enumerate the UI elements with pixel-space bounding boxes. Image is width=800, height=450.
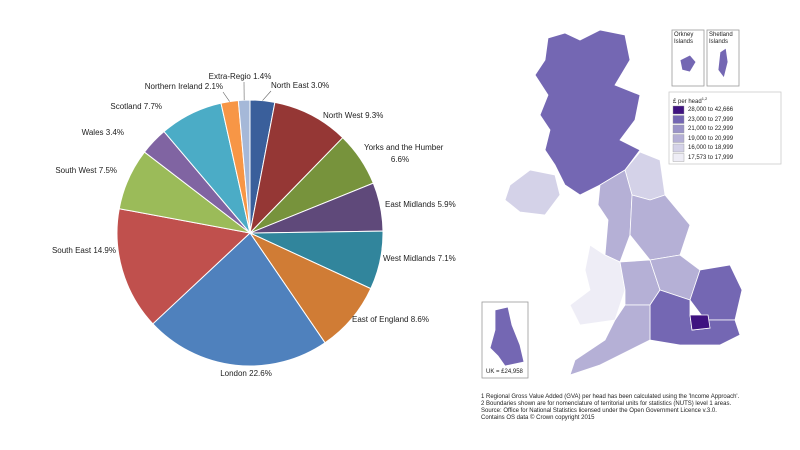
pie-label-category: North West [323, 111, 364, 120]
note: 1 Regional Gross Value Added (GVA) per h… [481, 394, 740, 400]
pie-label: Northern Ireland 2.1% [145, 82, 223, 91]
pie: North East 3.0% North West 9.3% Yorks and … [52, 72, 456, 378]
pie-label-category: South West [55, 166, 97, 175]
pie-label-value: 7.7% [144, 102, 162, 111]
pie-label-category: London [220, 369, 247, 378]
leader-line [222, 91, 230, 102]
legend-swatch [672, 115, 685, 124]
legend-title: £ per head1,2 [673, 95, 707, 106]
region-north-west [597, 169, 633, 263]
note: Source: Office for National Statistics l… [481, 408, 717, 414]
uk-inset-shape [489, 306, 525, 367]
pie-label: East of England 8.6% [352, 315, 429, 324]
legend-swatch [672, 143, 685, 153]
leader-line [262, 90, 272, 101]
pie-label: West Midlands 7.1% [383, 254, 456, 263]
legend-swatch [672, 153, 685, 162]
pie-label: North East 3.0% [271, 81, 329, 90]
pie-slice [116, 208, 252, 325]
pie-label-category: Yorks and the Humber [364, 143, 444, 152]
pie-label-value: 9.3% [365, 111, 383, 120]
region-northern-ireland [504, 169, 561, 216]
pie-label: Wales 3.4% [82, 128, 124, 137]
pie-label-value: 8.6% [411, 315, 429, 324]
pie-label-value: 6.6% [391, 155, 409, 164]
region-london [689, 314, 711, 331]
legend-box [668, 91, 782, 165]
region-yorkshire [629, 194, 691, 261]
legend-title-sup: 1,2 [701, 96, 708, 101]
pie-label-value: 14.9% [93, 246, 116, 255]
pie-label-category: North East [271, 81, 310, 90]
legend-label: 19,000 to 20,999 [688, 135, 734, 142]
legend-label: 23,000 to 27,999 [688, 116, 734, 123]
map [481, 29, 782, 379]
note: Contains OS data © Crown copyright 2015 [481, 415, 595, 421]
pie-label-category: East of England [352, 315, 408, 324]
pie-label-category: West Midlands [383, 254, 435, 263]
legend-swatch [672, 124, 685, 134]
region-south-west [569, 304, 651, 376]
notes: 1 Regional Gross Value Added (GVA) per h… [481, 394, 739, 422]
legend-label: 16,000 to 18,999 [688, 145, 734, 151]
pie-label-category: South East [52, 246, 92, 255]
pie-label-value: 7.1% [438, 254, 456, 263]
legend-swatch [672, 134, 685, 143]
pie-label-category: Scotland [110, 102, 141, 111]
pie-label: Yorks and the Humber 6.6% [364, 143, 444, 164]
legend-label: 21,000 to 22,999 [688, 126, 734, 132]
pie-label-value: 2.1% [205, 82, 223, 91]
inset-box [671, 29, 705, 87]
uk-annotation: UK = £24,958 [486, 369, 523, 375]
shetland-shape [717, 47, 729, 79]
legend-title-text: £ per head [673, 99, 702, 105]
pie-label-value: 5.9% [437, 200, 455, 209]
inset-title: Orkney Islands [674, 32, 694, 45]
pie-slice [249, 101, 344, 235]
pie-slice [152, 232, 326, 367]
pie-label-value: 7.5% [99, 166, 117, 175]
pie-label-value: 22.6% [249, 369, 272, 378]
note: 2 Boundaries shown are for nomenclature … [481, 401, 732, 407]
pie-label: Scotland 7.7% [110, 102, 162, 111]
region-wales [569, 244, 626, 326]
legend-swatch [672, 105, 685, 115]
pie-label: East Midlands 5.9% [385, 200, 456, 209]
pie-label-category: Extra-Regio [209, 72, 252, 81]
legend-label: 28,000 to 42,666 [688, 107, 734, 113]
legend-label: 17,573 to 17,999 [688, 154, 734, 161]
pie-label: South West 7.5% [55, 166, 117, 175]
inset-box [706, 29, 740, 87]
pie-label: London 22.6% [220, 369, 272, 378]
pie-label: North West 9.3% [323, 111, 383, 120]
pie-label-value: 3.4% [106, 128, 124, 137]
pie-label-value: 1.4% [253, 72, 271, 81]
pie-label-category: East Midlands [385, 200, 435, 209]
pie-label-category: Northern Ireland [145, 82, 203, 91]
pie-label: South East 14.9% [52, 246, 116, 255]
pie-label-value: 3.0% [311, 81, 329, 90]
inset-title: Shetland Islands [709, 32, 733, 45]
pie-label-category: Wales [82, 128, 104, 137]
orkney-shape [679, 54, 697, 73]
pie-label: Extra-Regio 1.4% [209, 72, 272, 81]
